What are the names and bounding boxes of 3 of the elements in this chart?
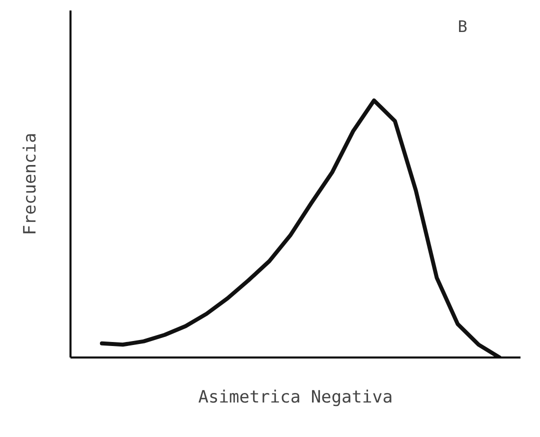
y-axis-title: Frecuencia	[20, 132, 40, 236]
text: B	[458, 17, 468, 36]
x-axis-title: Asimetrica Negativa	[198, 388, 393, 408]
